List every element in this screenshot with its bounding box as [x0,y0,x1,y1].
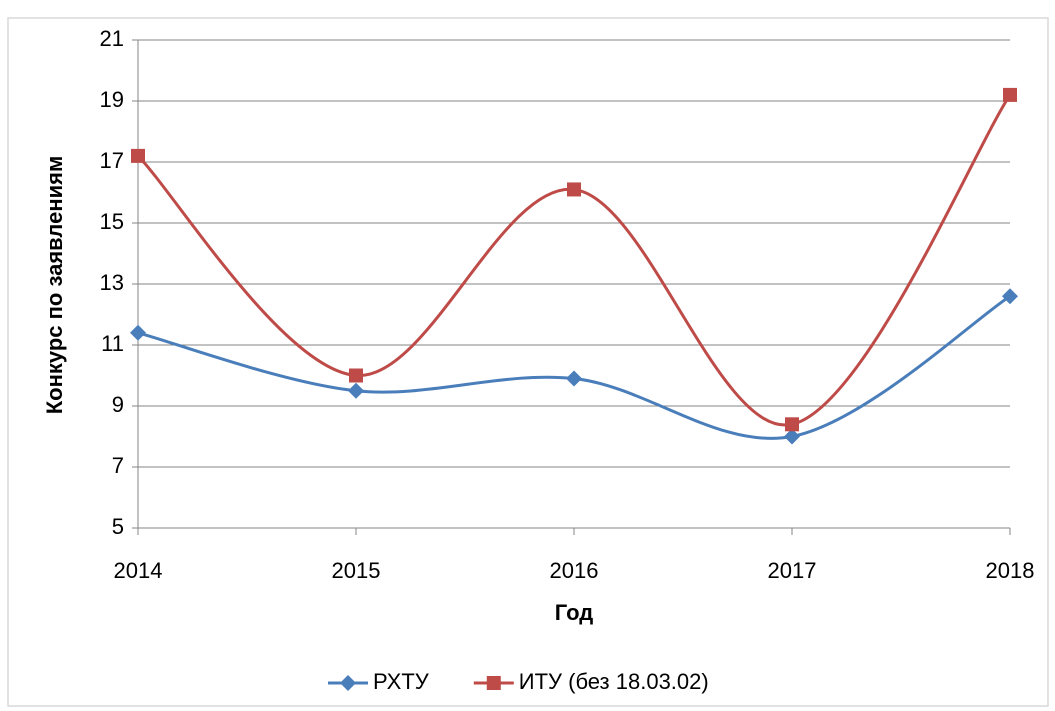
y-tick-label: 13 [100,270,124,295]
marker [130,324,146,341]
marker [348,382,364,399]
marker [785,417,799,432]
legend-label: РХТУ [373,669,430,694]
y-tick-label: 11 [101,331,124,356]
x-tick-label: 2014 [114,558,163,583]
y-tick-label: 9 [112,392,124,417]
x-tick-label: 2016 [550,558,599,583]
y-axis-title: Конкурс по заявлениям [42,156,67,415]
series-line [136,94,1012,427]
x-tick-label: 2015 [332,558,381,583]
marker [349,368,363,383]
marker [486,676,501,690]
marker [566,370,582,387]
y-tick-label: 17 [100,148,124,173]
y-tick-label: 21 [100,26,124,51]
x-tick-label: 2017 [768,558,817,583]
marker [1002,288,1018,305]
y-tick-label: 19 [100,87,124,112]
y-tick-label: 15 [100,209,124,234]
marker [340,675,356,691]
marker [131,148,145,163]
marker [567,182,581,197]
x-axis-title: Год [555,600,594,625]
marker [784,428,800,445]
y-tick-label: 7 [112,453,124,478]
y-tick-label: 5 [112,514,124,539]
marker [1003,87,1017,102]
x-tick-label: 2018 [986,558,1035,583]
chart-frame [7,17,1049,707]
legend-label: ИТУ (без 18.03.02) [519,669,709,694]
